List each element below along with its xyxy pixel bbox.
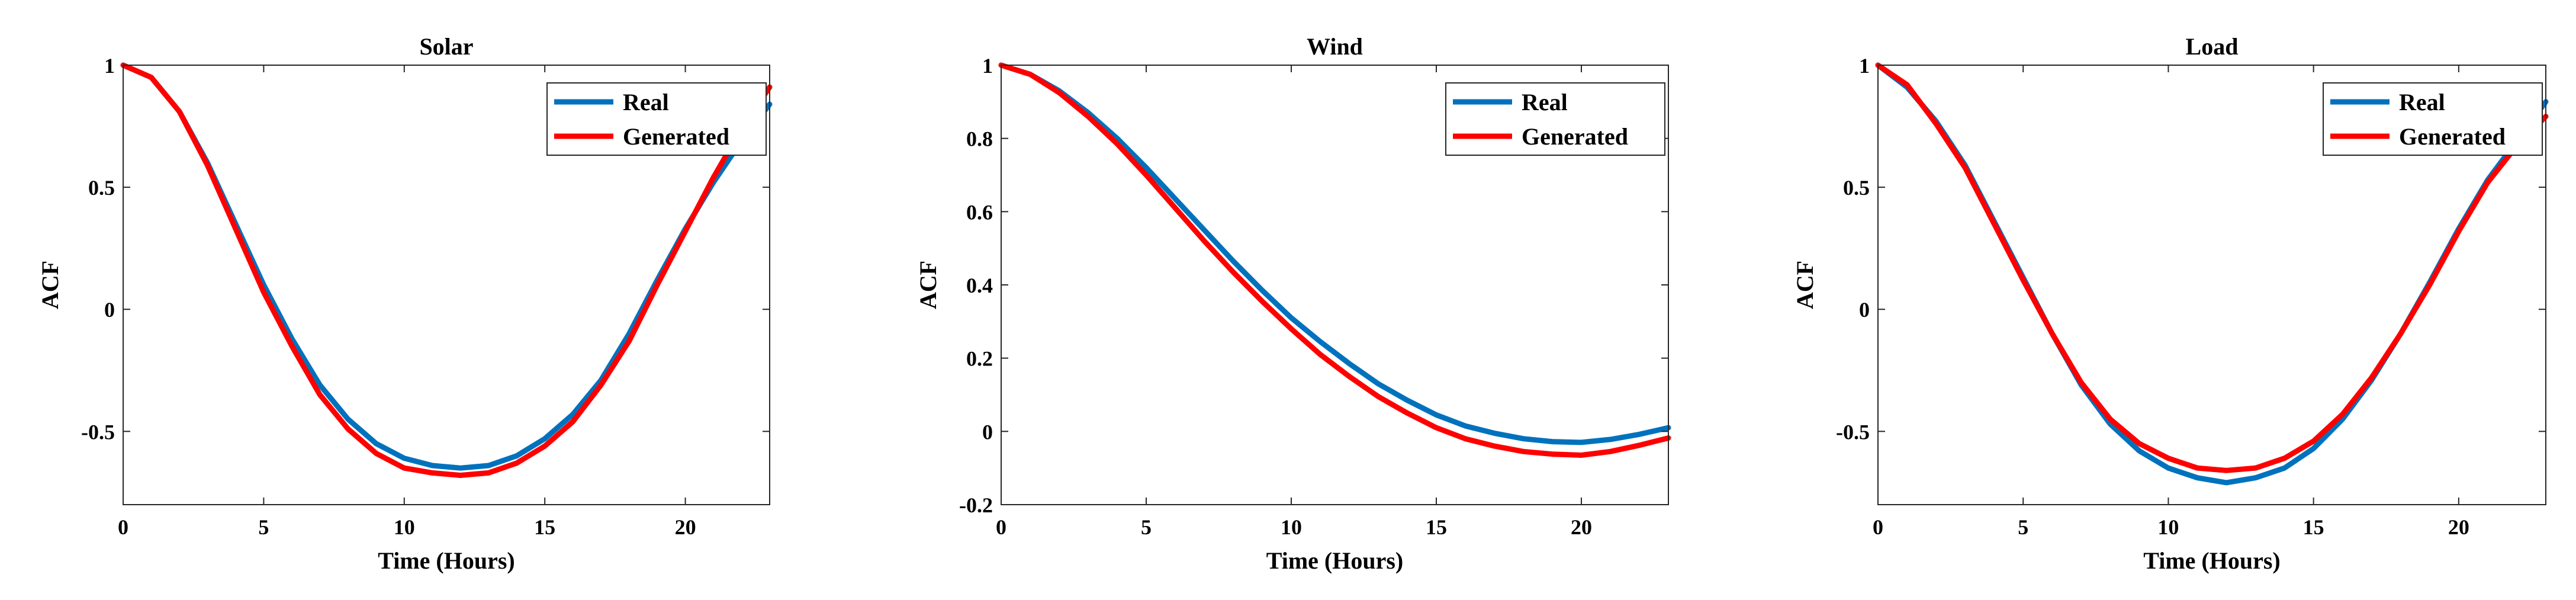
x-tick-label: 20 [2448, 515, 2469, 539]
series-line-generated [120, 62, 773, 478]
legend-label-generated: Generated [623, 123, 729, 150]
chart-title: Wind [1307, 33, 1363, 60]
y-tick-label: 1 [104, 54, 115, 78]
series-line-generated [998, 62, 1671, 458]
y-tick-label: 1 [1859, 54, 1870, 78]
legend-box [1445, 82, 1665, 156]
x-tick-label: 15 [1426, 515, 1447, 539]
x-tick-label: 0 [118, 515, 128, 539]
series-line-real [998, 62, 1671, 445]
y-tick-label: -0.5 [81, 420, 115, 444]
x-axis-label: Time (Hours) [1266, 547, 1403, 574]
x-tick-label: 15 [534, 515, 555, 539]
chart-title: Solar [419, 33, 473, 60]
x-tick-label: 5 [258, 515, 269, 539]
y-tick-label: 0 [104, 298, 115, 322]
chart-title: Load [2186, 33, 2239, 60]
legend-box [2323, 82, 2543, 156]
y-tick-label: 0.2 [966, 347, 993, 371]
x-axis-label: Time (Hours) [2143, 547, 2280, 574]
x-tick-label: 5 [2018, 515, 2028, 539]
y-tick-label: 0 [982, 420, 993, 444]
x-tick-label: 15 [2303, 515, 2324, 539]
y-tick-label: 0.6 [966, 200, 993, 224]
x-tick-label: 0 [996, 515, 1006, 539]
legend-label-real: Real [2399, 89, 2445, 115]
legend-box [546, 82, 767, 156]
y-axis-label: ACF [915, 261, 941, 309]
y-tick-label: -0.2 [959, 493, 993, 517]
x-tick-label: 20 [675, 515, 696, 539]
x-tick-label: 5 [1141, 515, 1152, 539]
x-tick-label: 10 [2157, 515, 2179, 539]
legend-label-generated: Generated [1522, 123, 1628, 150]
x-tick-label: 10 [394, 515, 415, 539]
plot-frame [123, 65, 770, 505]
y-axis-label: ACF [1792, 261, 1818, 309]
y-tick-label: 0.4 [966, 274, 993, 297]
legend-label-real: Real [623, 89, 669, 115]
x-tick-label: 10 [1281, 515, 1302, 539]
y-tick-label: 1 [982, 54, 993, 78]
x-axis-label: Time (Hours) [378, 547, 514, 574]
legend-label-real: Real [1522, 89, 1568, 115]
y-tick-label: 0.5 [88, 176, 115, 200]
x-tick-label: 20 [1571, 515, 1592, 539]
x-tick-label: 0 [1873, 515, 1883, 539]
series-line-generated [1875, 62, 2549, 473]
y-tick-label: 0.5 [1843, 176, 1870, 200]
chart-load: 0 5 10 15 20 -0.5 0 0.5 1 Load Time (Hours) ACF Real… [1792, 33, 2549, 574]
chart-solar: 0 5 10 15 20 -0.5 0 0.5 1 Solar Time (Hours) ACF Rea… [37, 33, 773, 574]
legend: Real Generated [2323, 82, 2543, 156]
legend: Real Generated [546, 82, 767, 156]
legend-label-generated: Generated [2399, 123, 2506, 150]
y-tick-label: 0.8 [966, 127, 993, 151]
plot-frame [1877, 65, 2546, 505]
y-tick-label: 0 [1859, 298, 1870, 322]
y-axis-label: ACF [37, 261, 63, 309]
legend: Real Generated [1445, 82, 1665, 156]
y-tick-label: -0.5 [1836, 420, 1870, 444]
